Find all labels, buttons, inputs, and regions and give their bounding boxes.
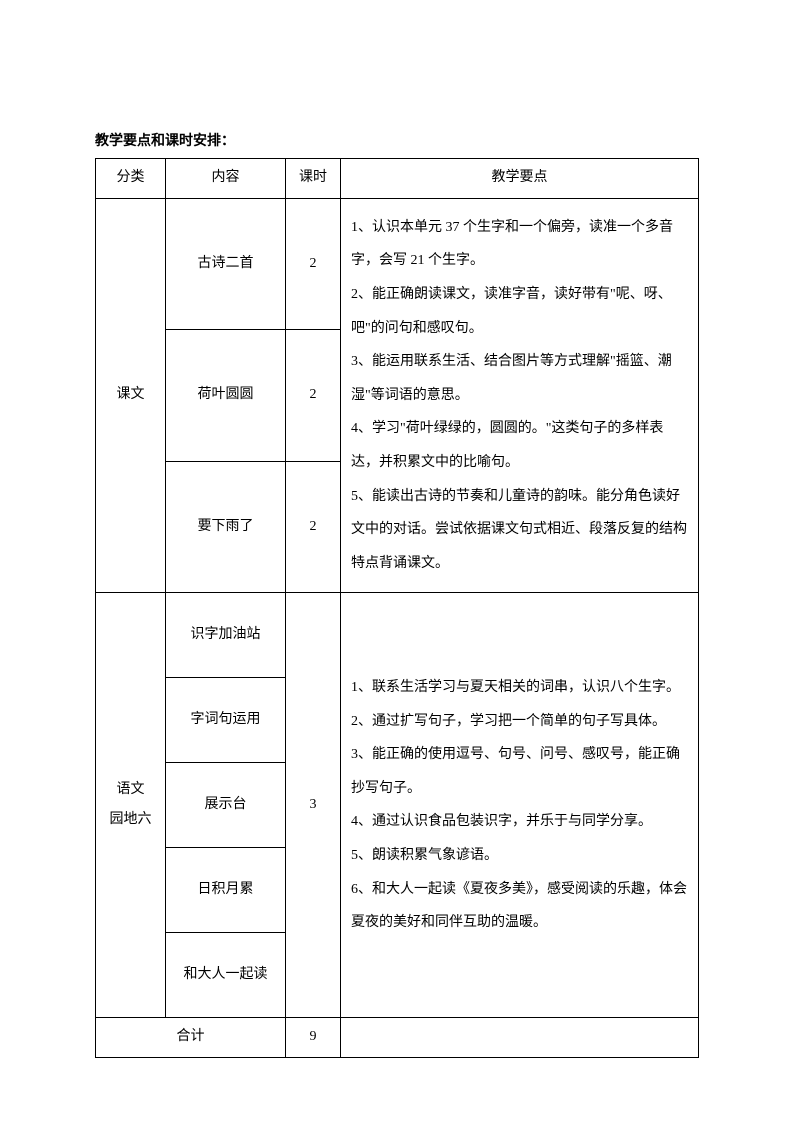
category-cell: 语文园地六	[96, 593, 166, 1018]
content-cell: 字词句运用	[166, 678, 286, 763]
hours-cell: 2	[286, 461, 341, 593]
hours-cell: 2	[286, 198, 341, 330]
hours-cell: 2	[286, 330, 341, 462]
schedule-table: 分类 内容 课时 教学要点 课文 古诗二首 2 1、认识本单元 37 个生字和一…	[95, 158, 699, 1058]
table-row: 语文园地六 识字加油站 3 1、联系生活学习与夏天相关的词串，认识八个生字。2、…	[96, 593, 699, 678]
header-points: 教学要点	[341, 159, 699, 199]
total-label: 合计	[96, 1018, 286, 1058]
page-title: 教学要点和课时安排：	[95, 130, 699, 150]
hours-cell: 3	[286, 593, 341, 1018]
table-header-row: 分类 内容 课时 教学要点	[96, 159, 699, 199]
content-cell: 古诗二首	[166, 198, 286, 330]
total-empty	[341, 1018, 699, 1058]
total-hours: 9	[286, 1018, 341, 1058]
points-cell: 1、联系生活学习与夏天相关的词串，认识八个生字。2、通过扩写句子，学习把一个简单…	[341, 593, 699, 1018]
content-cell: 要下雨了	[166, 461, 286, 593]
header-category: 分类	[96, 159, 166, 199]
header-hours: 课时	[286, 159, 341, 199]
content-cell: 和大人一起读	[166, 933, 286, 1018]
table-row: 课文 古诗二首 2 1、认识本单元 37 个生字和一个偏旁，读准一个多音字，会写…	[96, 198, 699, 330]
category-cell: 课文	[96, 198, 166, 593]
header-content: 内容	[166, 159, 286, 199]
content-cell: 识字加油站	[166, 593, 286, 678]
content-cell: 日积月累	[166, 848, 286, 933]
total-row: 合计 9	[96, 1018, 699, 1058]
content-cell: 荷叶圆圆	[166, 330, 286, 462]
points-cell: 1、认识本单元 37 个生字和一个偏旁，读准一个多音字，会写 21 个生字。2、…	[341, 198, 699, 593]
content-cell: 展示台	[166, 763, 286, 848]
